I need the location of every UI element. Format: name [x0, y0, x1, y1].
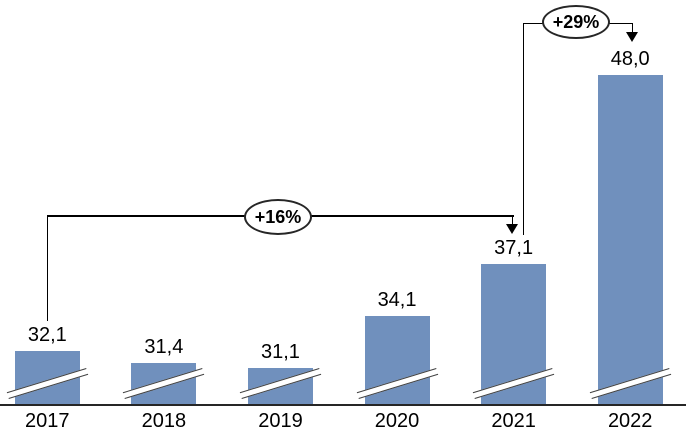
bar-value-label-2017: 32,1	[27, 324, 67, 346]
bar-value-label-2020: 34,1	[377, 289, 417, 311]
growth-badge-29-oval: +29%	[542, 5, 610, 39]
growth-badge-16-label: +16%	[254, 206, 302, 227]
bar-value-label-2018: 31,4	[144, 336, 184, 358]
bar-2022	[597, 75, 663, 404]
x-axis-label-2017: 2017	[25, 410, 70, 432]
bracket16-arrowhead-down	[506, 224, 518, 234]
bar-value-label-2019: 31,1	[260, 341, 300, 363]
growth-badge-16-oval: +16%	[244, 199, 312, 235]
bracket29-right-leg	[631, 22, 633, 34]
x-axis-line	[0, 404, 686, 406]
x-axis-label-2020: 2020	[374, 410, 420, 432]
bracket29-left-leg	[522, 22, 524, 235]
growth-badge-29-label: +29%	[552, 11, 600, 32]
x-axis-label-2018: 2018	[141, 410, 187, 432]
bar-value-label-2022: 48,0	[610, 48, 650, 70]
bracket29-arrowhead-down	[626, 32, 638, 42]
x-axis-label-2022: 2022	[607, 410, 653, 432]
bar-value-label-2021: 37,1	[494, 237, 534, 259]
x-axis-label-2021: 2021	[491, 410, 536, 432]
x-axis-label-2019: 2019	[258, 410, 303, 432]
bracket16-left-leg	[46, 215, 48, 321]
bracket16-right-leg	[511, 215, 513, 226]
